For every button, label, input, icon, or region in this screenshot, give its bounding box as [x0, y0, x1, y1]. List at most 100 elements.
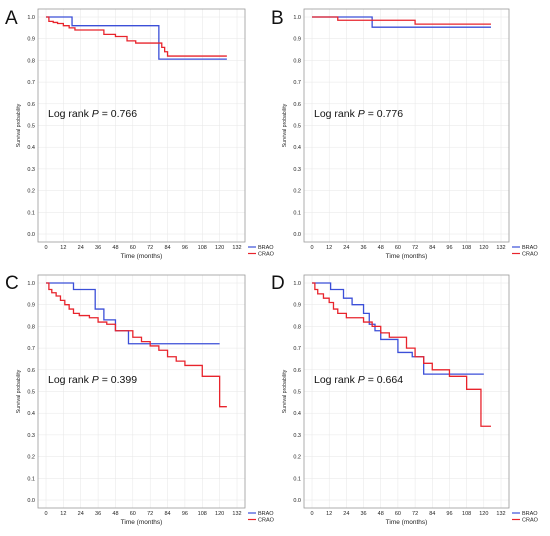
x-tick-label: 96 [446, 511, 452, 517]
x-tick-label: 0 [310, 511, 313, 517]
y-tick-label: 0.6 [27, 368, 35, 374]
x-tick-label: 120 [215, 511, 224, 517]
x-tick-label: 12 [326, 511, 332, 517]
x-tick-label: 96 [182, 245, 188, 251]
x-tick-label: 24 [343, 245, 349, 251]
chart-panel-d: D 0 12 24 36 48 60 72 84 96 108 120 132 0.0 0.1 0.2 0.3 0… [271, 273, 539, 526]
x-tick-label: 120 [479, 245, 488, 251]
x-tick-label: 12 [326, 245, 332, 251]
series-line-brao [46, 16, 227, 60]
y-axis-title: Survival probability [282, 103, 288, 147]
y-tick-label: 1.0 [293, 15, 301, 21]
y-tick-label: 0.1 [293, 210, 301, 216]
y-tick-label: 0.8 [293, 324, 301, 330]
series-line-brao [312, 16, 491, 28]
x-tick-label: 96 [446, 245, 452, 251]
legend-label-crao: CRAO [258, 518, 275, 524]
legend-label-crao: CRAO [258, 252, 275, 258]
y-tick-label: 0.1 [27, 210, 35, 216]
x-tick-label: 48 [112, 245, 118, 251]
y-tick-label: 0.5 [293, 390, 301, 396]
y-tick-label: 0.2 [27, 189, 35, 195]
x-tick-label: 60 [395, 245, 401, 251]
chart-panel-a: A 0 12 24 36 48 60 72 84 96 108 120 132 0.0 0.1 0.2 0.3 0… [5, 8, 275, 260]
x-tick-label: 48 [378, 511, 384, 517]
x-tick-label: 36 [95, 245, 101, 251]
log-rank-annotation: Log rank P = 0.766 [48, 108, 137, 120]
y-tick-label: 1.0 [293, 281, 301, 287]
log-rank-prefix: Log rank [48, 108, 92, 120]
x-tick-label: 108 [198, 511, 207, 517]
y-tick-label: 0.8 [27, 58, 35, 64]
y-tick-label: 0.3 [27, 433, 35, 439]
x-tick-label: 0 [44, 511, 47, 517]
y-tick-label: 0.0 [293, 498, 301, 504]
y-tick-label: 0.2 [293, 455, 301, 461]
y-tick-label: 0.7 [293, 80, 301, 86]
y-axis-title: Survival probability [16, 103, 22, 147]
y-tick-label: 0.7 [293, 346, 301, 352]
x-tick-label: 72 [147, 245, 153, 251]
legend-label-brao: BRAO [258, 511, 274, 517]
x-tick-label: 0 [310, 245, 313, 251]
panel-letter: A [5, 8, 18, 29]
x-axis-title: Time (months) [386, 519, 428, 526]
series-line-crao [312, 282, 491, 427]
x-tick-label: 24 [78, 245, 84, 251]
x-axis-title: Time (months) [121, 519, 163, 526]
y-axis-title: Survival probability [282, 369, 288, 413]
x-tick-label: 84 [164, 245, 170, 251]
x-tick-label: 36 [360, 511, 366, 517]
series-line-crao [46, 16, 227, 57]
y-tick-label: 0.8 [27, 324, 35, 330]
x-tick-label: 120 [215, 245, 224, 251]
log-rank-prefix: Log rank [314, 108, 358, 120]
x-tick-label: 72 [147, 511, 153, 517]
y-tick-label: 0.9 [293, 37, 301, 43]
x-tick-label: 132 [496, 511, 505, 517]
y-tick-label: 0.6 [27, 102, 35, 108]
y-tick-label: 0.0 [27, 498, 35, 504]
x-tick-label: 12 [60, 511, 66, 517]
x-tick-label: 48 [112, 511, 118, 517]
log-rank-p-symbol: P [358, 374, 365, 386]
plot-frame [37, 274, 246, 509]
legend-label-brao: BRAO [522, 511, 538, 517]
y-tick-label: 0.3 [293, 433, 301, 439]
y-tick-label: 0.0 [293, 232, 301, 238]
legend-label-crao: CRAO [522, 252, 539, 258]
plot-frame [303, 274, 510, 509]
x-tick-label: 0 [44, 245, 47, 251]
log-rank-annotation: Log rank P = 0.776 [314, 108, 403, 120]
y-tick-label: 0.1 [293, 476, 301, 482]
panel-letter: C [5, 273, 19, 294]
x-tick-label: 24 [343, 511, 349, 517]
y-tick-label: 0.4 [293, 411, 301, 417]
y-tick-label: 0.5 [27, 390, 35, 396]
x-tick-label: 132 [232, 245, 241, 251]
y-tick-label: 0.9 [293, 303, 301, 309]
x-tick-label: 72 [412, 245, 418, 251]
log-rank-prefix: Log rank [48, 374, 92, 386]
y-tick-label: 0.5 [27, 124, 35, 130]
y-axis-title: Survival probability [16, 369, 22, 413]
y-tick-label: 0.2 [293, 189, 301, 195]
y-tick-label: 1.0 [27, 281, 35, 287]
x-tick-label: 84 [164, 511, 170, 517]
chart-panel-b: B 0 12 24 36 48 60 72 84 96 108 120 132 0.0 0.1 0.2 0.3 0… [271, 8, 539, 260]
x-tick-label: 12 [60, 245, 66, 251]
x-tick-label: 24 [78, 511, 84, 517]
panel-letter: B [271, 8, 284, 29]
log-rank-p-symbol: P [92, 108, 99, 120]
x-tick-label: 36 [360, 245, 366, 251]
plot-frame [303, 8, 510, 243]
y-tick-label: 0.1 [27, 476, 35, 482]
log-rank-prefix: Log rank [314, 374, 358, 386]
log-rank-p-symbol: P [92, 374, 99, 386]
y-tick-label: 0.7 [27, 80, 35, 86]
log-rank-p-value: = 0.776 [365, 108, 403, 120]
y-tick-label: 0.7 [27, 346, 35, 352]
x-tick-label: 132 [496, 245, 505, 251]
legend-label-brao: BRAO [258, 245, 274, 251]
